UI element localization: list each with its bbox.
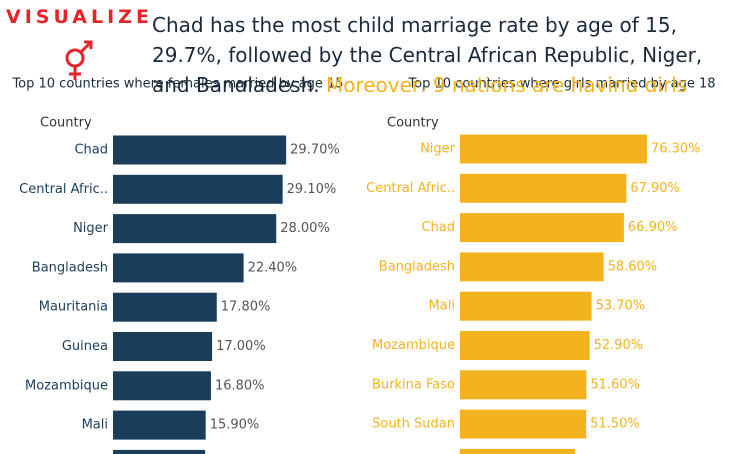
bar: [460, 331, 590, 360]
bar: [460, 370, 587, 400]
bar: [460, 173, 627, 203]
bar: [113, 253, 244, 283]
category-label: Chad: [74, 143, 108, 158]
bar: [460, 291, 592, 321]
value-label: 76.30%: [651, 142, 701, 157]
category-label: South Sudan: [372, 417, 455, 432]
headline-highlight: Moreover, 9 nations are having girls mor…: [325, 73, 688, 92]
category-label: Guinea: [62, 339, 108, 354]
value-label: 51.50%: [590, 417, 640, 432]
value-label: 53.70%: [596, 299, 646, 314]
bar: [113, 410, 206, 440]
headline-text: Chad has the most child marriage rate by…: [152, 13, 703, 92]
chart-title: Top 10 countries where females married b…: [11, 77, 343, 92]
bar: [113, 449, 206, 454]
value-label: 17.00%: [216, 339, 266, 354]
axis-header: Country: [40, 116, 92, 131]
value-label: 28.00%: [280, 221, 330, 236]
bar: [460, 448, 575, 454]
value-label: 29.10%: [287, 182, 337, 197]
value-label: 67.90%: [630, 181, 680, 196]
headline: Chad has the most child marriage rate by…: [152, 10, 732, 92]
category-label: Chad: [421, 220, 455, 235]
value-label: 66.90%: [628, 220, 678, 235]
category-label: Mali: [82, 418, 108, 433]
value-label: 17.80%: [221, 300, 271, 315]
value-label: 51.60%: [590, 377, 640, 392]
category-label: Bangladesh: [379, 259, 455, 274]
category-label: Burkina Faso: [372, 377, 455, 392]
category-label: Mozambique: [372, 338, 455, 353]
bar: [113, 174, 283, 204]
category-label: Bangladesh: [32, 260, 108, 275]
category-label: Central Afric..: [366, 181, 455, 196]
category-label: Niger: [420, 142, 456, 157]
bar: [113, 214, 277, 244]
axis-header: Country: [387, 116, 439, 131]
bar: [113, 292, 217, 322]
category-label: Mali: [429, 299, 455, 314]
bar: [113, 135, 287, 165]
value-label: 15.90%: [210, 418, 260, 433]
bar: [113, 332, 213, 361]
value-label: 16.80%: [215, 378, 265, 393]
logo: VISUALIZE: [6, 6, 153, 28]
value-label: 29.70%: [290, 143, 340, 158]
bar: [460, 252, 604, 282]
category-label: Mozambique: [25, 378, 108, 393]
gender-icon: [65, 40, 93, 80]
value-label: 22.40%: [248, 260, 298, 275]
bar: [113, 371, 211, 401]
chart-title: Top 10 countries where girls married by …: [407, 77, 715, 92]
bar: [460, 134, 647, 164]
category-label: Mauritania: [39, 300, 108, 315]
value-label: 58.60%: [608, 259, 658, 274]
category-label: Niger: [73, 221, 109, 236]
value-label: 52.90%: [594, 338, 644, 353]
category-label: Central Afric..: [19, 182, 108, 197]
bar: [460, 213, 624, 243]
bar: [460, 409, 587, 439]
